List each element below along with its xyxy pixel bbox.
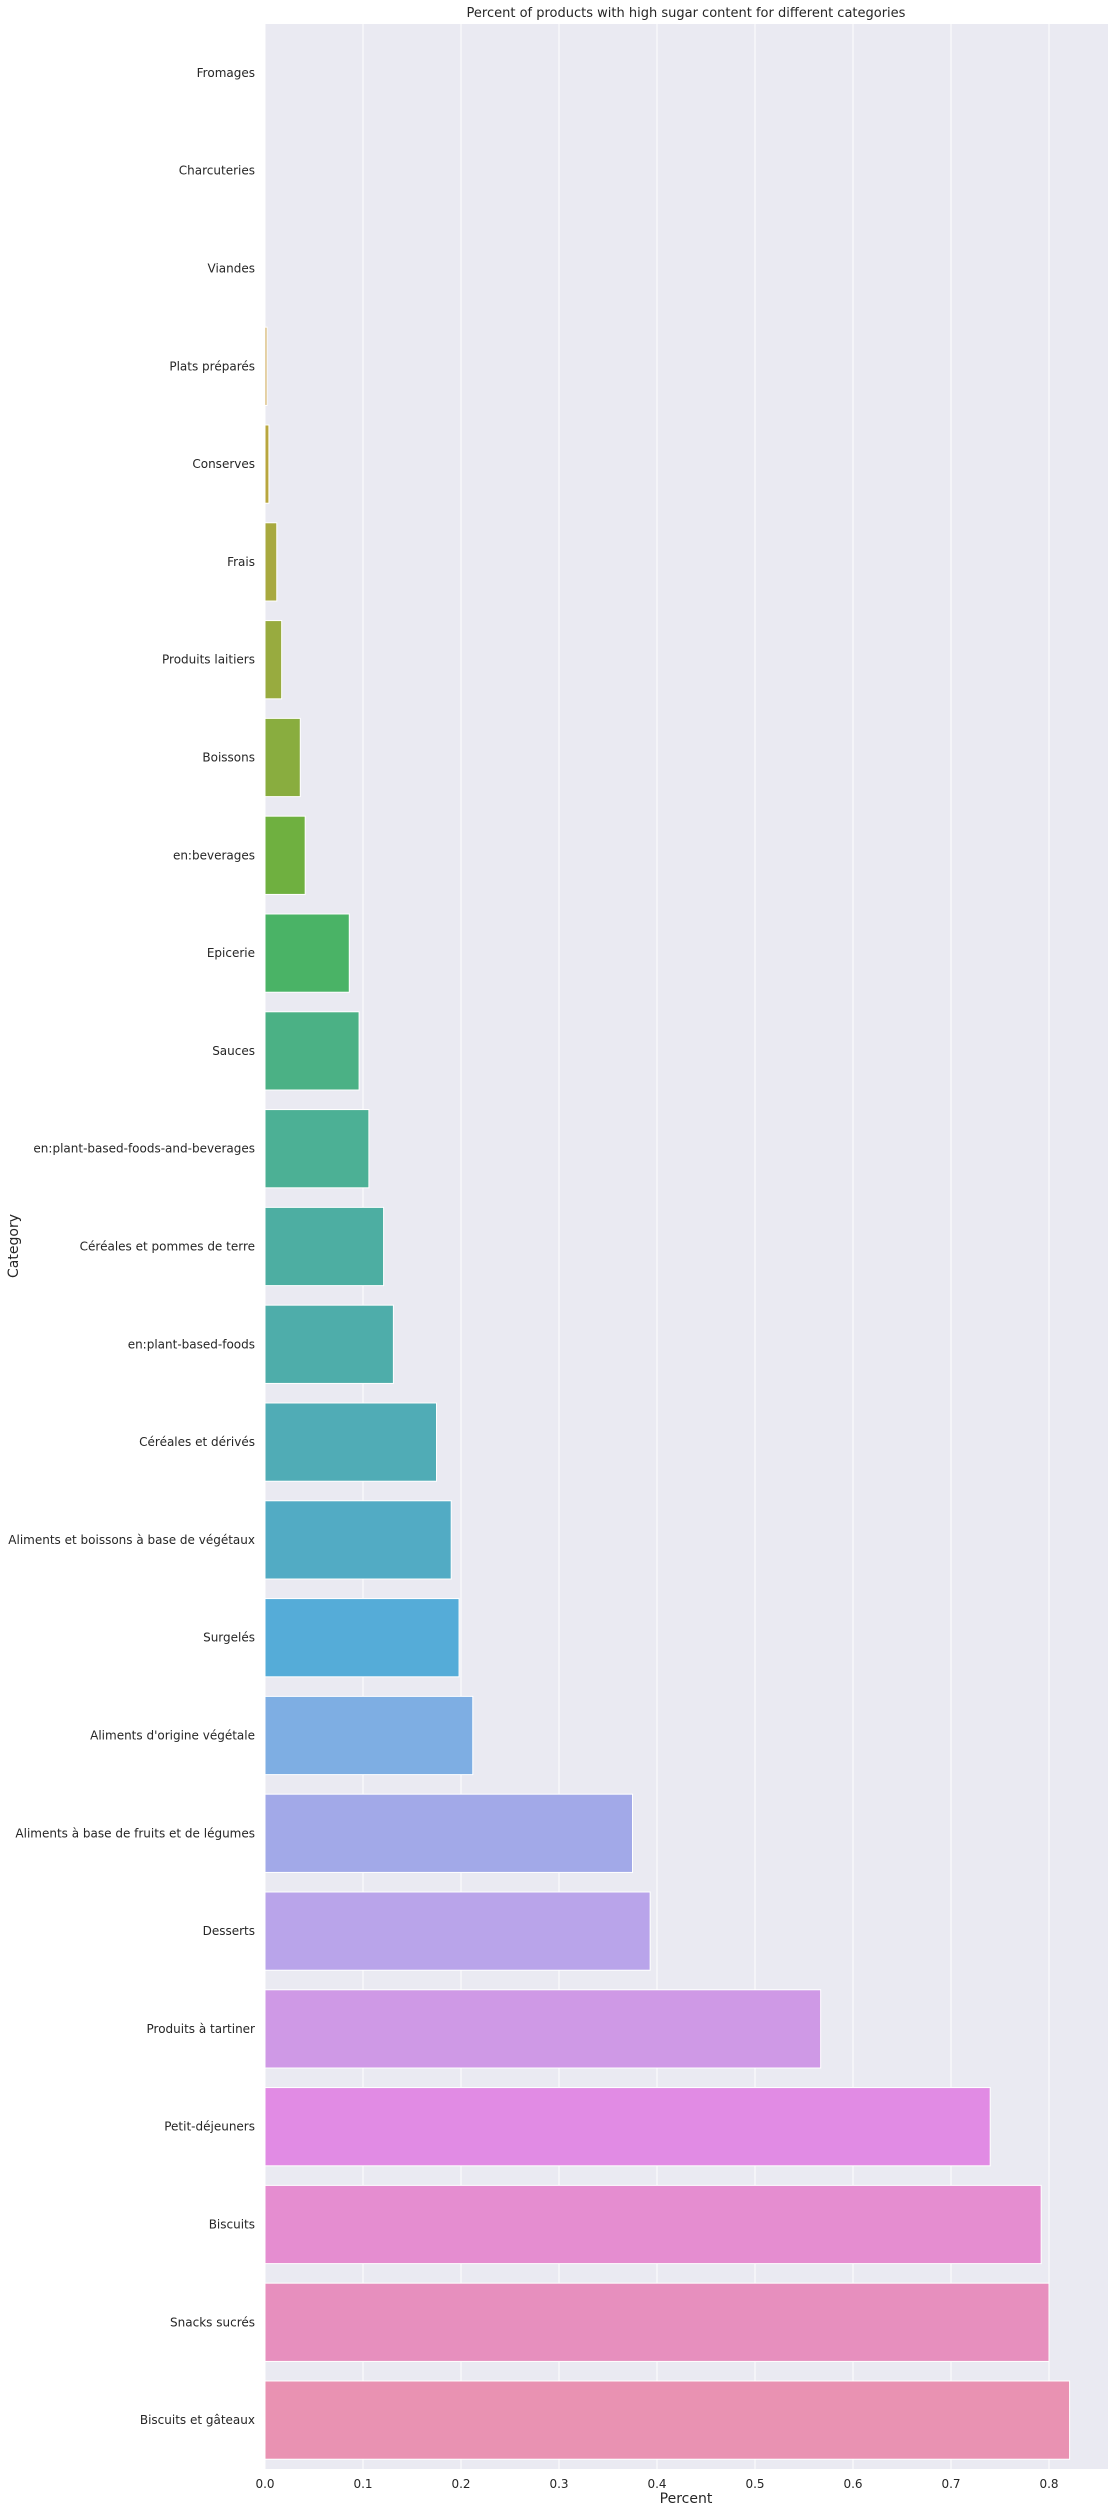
y-axis-label: Category [6, 1214, 22, 1278]
x-tick-label: 0.0 [255, 2477, 274, 2491]
y-tick-label: Plats préparés [169, 359, 255, 373]
bar [264, 1206, 385, 1287]
bar [264, 2380, 1071, 2460]
bar [264, 1793, 633, 1873]
y-tick-label: Boissons [202, 751, 255, 765]
chart-title: Percent of products with high sugar cont… [467, 6, 906, 21]
bar [264, 1989, 822, 2069]
y-tick-label: Desserts [203, 1924, 255, 1938]
bar [264, 1891, 651, 1971]
y-tick-label: Sauces [212, 1044, 255, 1058]
x-tick-label: 0.1 [353, 2477, 372, 2491]
y-tick-label: Biscuits [209, 2218, 255, 2232]
x-tick-label: 0.2 [451, 2477, 470, 2491]
y-tick-label: Aliments à base de fruits et de légumes [15, 1826, 255, 1840]
y-tick-label: en:plant-based-foods-and-beverages [33, 1142, 255, 1156]
bar [264, 1109, 370, 1189]
x-tick-label: 0.6 [843, 2477, 862, 2491]
bar [264, 1695, 474, 1776]
bar [264, 913, 350, 993]
y-tick-label: Petit-déjeuners [164, 2120, 255, 2134]
y-tick-label: Conserves [192, 457, 255, 471]
bar [264, 2087, 991, 2167]
bar [264, 1402, 437, 1482]
y-tick-label: Aliments et boissons à base de végétaux [8, 1533, 255, 1547]
bar [264, 815, 306, 895]
y-tick-label: Biscuits et gâteaux [140, 2413, 255, 2427]
bar [264, 424, 270, 504]
x-tick-label: 0.3 [549, 2477, 568, 2491]
x-tick-label: 0.8 [1039, 2477, 1058, 2491]
bar [264, 1500, 452, 1580]
y-tick-label: en:plant-based-foods [128, 1337, 255, 1351]
x-tick-label: 0.7 [941, 2477, 960, 2491]
y-tick-label: Aliments d'origine végétale [90, 1729, 255, 1743]
y-tick-label: en:beverages [173, 848, 255, 862]
bar [264, 1598, 460, 1678]
bar [264, 1304, 394, 1384]
y-tick-label: Charcuteries [179, 164, 255, 178]
bar [264, 2282, 1050, 2362]
bar [264, 1011, 360, 1091]
bar [264, 2184, 1042, 2265]
x-tick-label: 0.5 [745, 2477, 764, 2491]
y-tick-label: Viandes [208, 262, 256, 276]
bar [264, 620, 283, 700]
y-tick-label: Surgelés [203, 1631, 255, 1645]
y-tick-label: Produits à tartiner [147, 2022, 256, 2036]
y-tick-label: Produits laitiers [162, 653, 255, 667]
bar [264, 717, 301, 798]
x-tick-label: 0.4 [647, 2477, 666, 2491]
bar [264, 522, 278, 602]
y-tick-label: Céréales et dérivés [139, 1435, 255, 1449]
y-tick-label: Fromages [197, 66, 255, 80]
y-tick-label: Snacks sucrés [170, 2315, 255, 2329]
y-tick-label: Epicerie [207, 946, 255, 960]
bar [264, 326, 268, 406]
y-tick-label: Céréales et pommes de terre [80, 1240, 255, 1254]
x-axis-label: Percent [660, 2491, 713, 2507]
y-tick-label: Frais [227, 555, 255, 569]
